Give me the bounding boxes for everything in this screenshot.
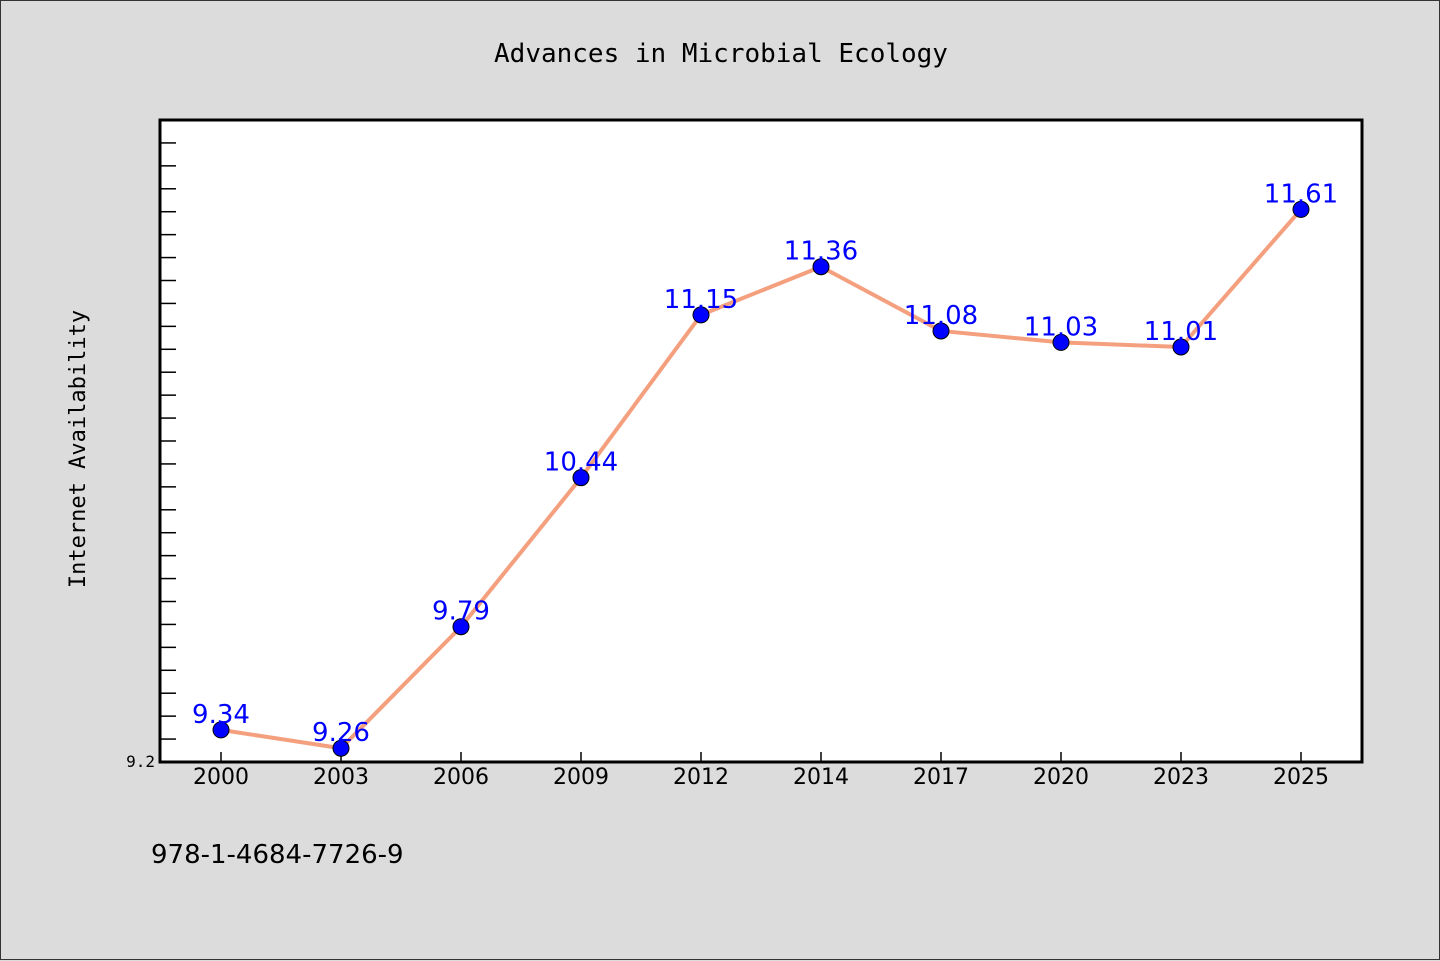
data-point bbox=[1292, 200, 1310, 218]
y-tick-label: 9.2 bbox=[126, 752, 155, 771]
x-tick-label: 2006 bbox=[433, 765, 489, 790]
x-tick-labels: 2000 2003 2006 2009 2012 2014 2017 2020 2023 2025 bbox=[193, 765, 1329, 790]
x-tick-label: 2009 bbox=[553, 765, 609, 790]
data-label: 11.01 bbox=[1144, 317, 1218, 347]
data-point bbox=[332, 739, 350, 757]
data-label: 9.34 bbox=[192, 700, 250, 730]
data-label: 11.15 bbox=[664, 285, 738, 315]
data-label: 9.79 bbox=[432, 597, 490, 627]
x-tick-label: 2025 bbox=[1273, 765, 1329, 790]
data-labels: 9.34 9.26 9.79 10.44 11.15 11.36 11.08 11.03 11.… bbox=[192, 179, 1338, 748]
data-point bbox=[692, 306, 710, 324]
x-tick-label: 2012 bbox=[673, 765, 729, 790]
data-label: 11.03 bbox=[1024, 312, 1098, 342]
chart-title: Advances in Microbial Ecology bbox=[494, 39, 948, 69]
x-tick-label: 2000 bbox=[193, 765, 249, 790]
y-axis-ticks bbox=[160, 142, 176, 740]
x-tick-label: 2017 bbox=[913, 765, 969, 790]
plot-border bbox=[158, 118, 1364, 764]
x-tick-label: 2014 bbox=[793, 765, 849, 790]
data-label: 11.08 bbox=[904, 301, 978, 331]
series-markers bbox=[212, 200, 1310, 757]
isbn-footer: 978-1-4684-7726-9 bbox=[151, 840, 404, 870]
data-label: 9.26 bbox=[312, 718, 370, 748]
data-point bbox=[212, 721, 230, 739]
data-point bbox=[1052, 333, 1070, 351]
data-label: 11.61 bbox=[1264, 179, 1338, 209]
data-label: 10.44 bbox=[544, 448, 618, 478]
data-point bbox=[812, 258, 830, 276]
y-axis-label: Internet Availability bbox=[66, 310, 91, 588]
plot-area bbox=[160, 120, 1362, 762]
data-point bbox=[932, 322, 950, 340]
x-tick-label: 2023 bbox=[1153, 765, 1209, 790]
data-point bbox=[1172, 338, 1190, 356]
data-label: 11.36 bbox=[784, 237, 858, 267]
data-point bbox=[572, 469, 590, 487]
data-point bbox=[452, 618, 470, 636]
series-line bbox=[220, 208, 1303, 751]
x-tick-label: 2020 bbox=[1033, 765, 1089, 790]
x-tick-label: 2003 bbox=[313, 765, 369, 790]
